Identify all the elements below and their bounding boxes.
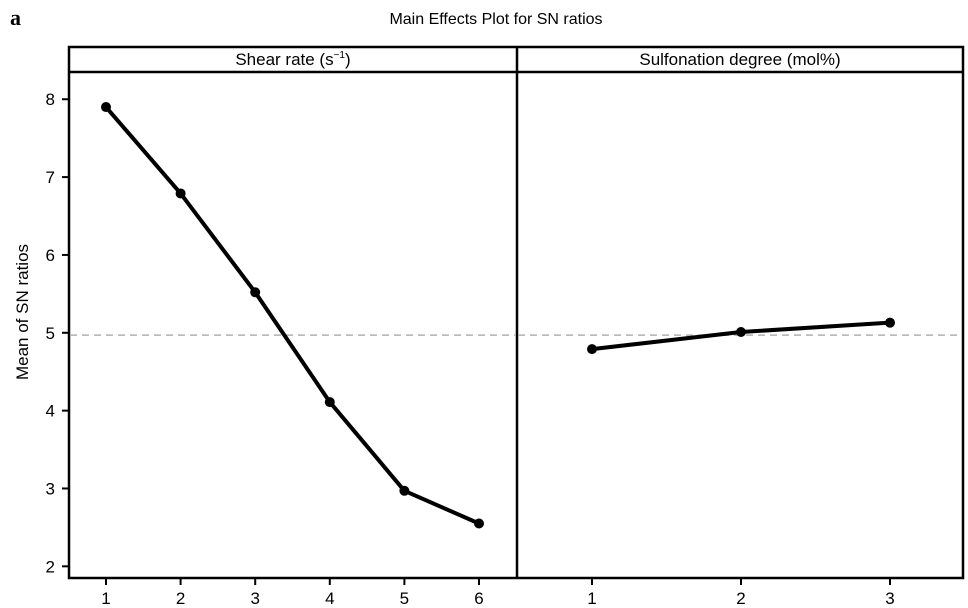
x-tick-label-p1-3: 3: [250, 589, 259, 608]
panel-header-shear-rate-sup: −1: [334, 50, 346, 61]
data-point-p1-5: [399, 485, 410, 496]
y-tick-label-6: 6: [46, 246, 55, 265]
data-point-p1-1: [101, 102, 111, 113]
x-tick-label-p2-2: 2: [736, 589, 745, 608]
panel-letter: a: [10, 5, 21, 30]
data-point-p1-2: [175, 188, 186, 199]
x-tick-label-p1-6: 6: [474, 589, 483, 608]
y-axis: 2 3 4 5 6 7 8: [46, 90, 69, 576]
y-tick-label-7: 7: [46, 168, 55, 187]
data-point-p2-3: [885, 317, 895, 328]
y-tick-label-8: 8: [46, 90, 55, 109]
panel-header-shear-rate-text: Shear rate (s: [235, 50, 333, 69]
x-tick-label-p2-1: 1: [587, 589, 596, 608]
data-point-p1-3: [250, 287, 261, 298]
x-tick-label-p1-5: 5: [400, 589, 409, 608]
y-tick-label-2: 2: [46, 557, 55, 576]
data-point-p1-4: [324, 397, 335, 408]
series-line-panel-1: [104, 105, 481, 526]
x-tick-label-p1-4: 4: [325, 589, 334, 608]
panel-header-sulfonation: Sulfonation degree (mol%): [639, 50, 840, 69]
x-tick-label-p1-2: 2: [176, 589, 185, 608]
data-point-p2-2: [736, 327, 746, 338]
y-tick-label-3: 3: [46, 479, 55, 498]
panel-header-shear-rate-close: ): [345, 50, 351, 69]
data-point-p1-6: [474, 518, 484, 529]
y-axis-label: Mean of SN ratios: [13, 244, 32, 380]
y-tick-label-4: 4: [46, 402, 55, 421]
x-tick-label-p1-1: 1: [101, 589, 110, 608]
chart-title: Main Effects Plot for SN ratios: [389, 11, 602, 28]
data-point-p2-1: [587, 344, 597, 355]
x-tick-label-p2-3: 3: [885, 589, 894, 608]
y-tick-label-5: 5: [46, 324, 55, 343]
series-layer: [101, 102, 895, 529]
panel-header-shear-rate: Shear rate (s−1): [235, 50, 350, 69]
x-axes: 1 2 3 4 5 6 1 2 3: [101, 578, 895, 608]
